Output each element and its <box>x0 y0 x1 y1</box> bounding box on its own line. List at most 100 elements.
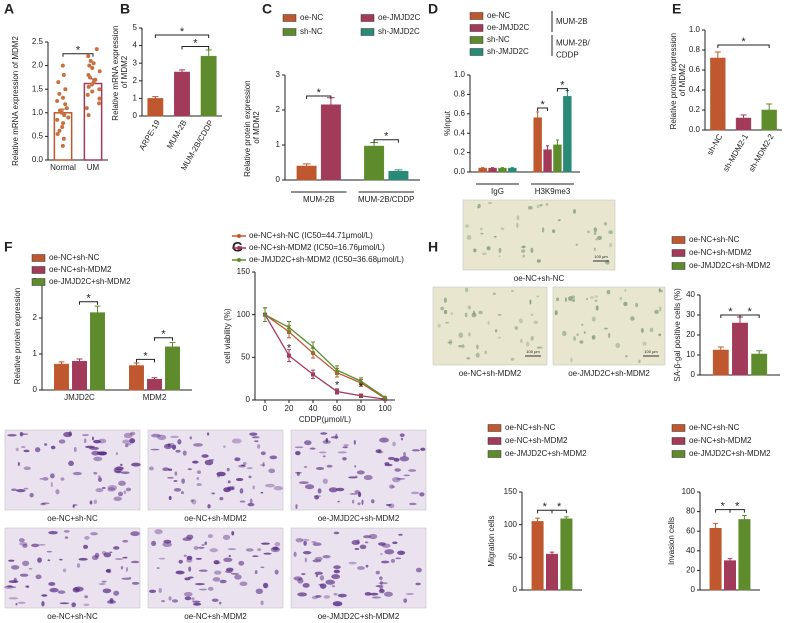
cell <box>223 557 233 562</box>
cell <box>73 446 77 453</box>
data-point <box>86 84 91 89</box>
cell <box>353 440 356 445</box>
cell <box>357 491 362 498</box>
data-point <box>86 73 91 78</box>
cell <box>518 318 523 324</box>
significance-bracket <box>739 314 760 318</box>
cell <box>315 594 322 598</box>
cell <box>302 583 310 588</box>
cell <box>314 495 320 500</box>
cell <box>172 599 179 603</box>
cell <box>101 580 107 583</box>
y-tick-label: 10 <box>686 350 695 359</box>
cell <box>333 531 340 535</box>
significance-label: * <box>384 131 389 143</box>
cell <box>521 245 526 249</box>
panel-label: E <box>672 1 681 17</box>
cell <box>95 487 104 493</box>
cell <box>385 504 392 506</box>
cell <box>192 600 201 603</box>
data-point <box>60 63 65 68</box>
cell <box>398 533 403 536</box>
x-tick-label: MUM-2B <box>165 119 189 151</box>
cell <box>312 542 322 546</box>
y-axis-label: Relative protein expression <box>13 288 22 385</box>
cell <box>48 531 58 535</box>
data-point <box>91 61 96 66</box>
cell <box>468 332 471 337</box>
cell <box>115 466 124 471</box>
cell <box>380 552 383 556</box>
cell <box>93 456 103 462</box>
cell <box>337 451 348 454</box>
cell <box>227 480 231 484</box>
cell <box>257 548 262 551</box>
legend-swatch <box>487 437 502 445</box>
bar <box>563 96 572 173</box>
cell <box>228 554 231 558</box>
cell <box>39 477 43 480</box>
y-tick-label: 0 <box>513 585 518 594</box>
cell <box>322 555 331 559</box>
legend-label: oe-JMJD2C+sh-MDM2 <box>49 277 131 286</box>
significance-bracket <box>181 45 210 50</box>
cell <box>530 247 534 253</box>
cell <box>180 491 184 495</box>
cell <box>296 471 300 477</box>
cell <box>204 459 214 466</box>
cell <box>649 327 654 333</box>
cell <box>363 475 373 481</box>
cell <box>332 601 343 607</box>
marker <box>358 378 364 384</box>
cell <box>391 477 401 483</box>
y-axis-label: Relative protein expression of MDM2 <box>669 31 687 130</box>
x-tick-label: sh-MDM2-2 <box>747 132 776 173</box>
cell <box>186 555 193 561</box>
cell <box>191 499 197 505</box>
cell <box>320 432 328 435</box>
cell <box>562 330 567 337</box>
cell <box>120 463 123 466</box>
cell <box>38 544 46 546</box>
cell <box>254 440 259 443</box>
cell <box>183 592 193 597</box>
cell <box>484 350 487 355</box>
cell <box>635 302 639 308</box>
cell <box>519 338 523 343</box>
significance-label: * <box>721 501 726 513</box>
data-point <box>64 106 69 111</box>
cell <box>529 299 532 305</box>
cell <box>89 446 100 450</box>
marker <box>334 367 340 372</box>
cell <box>375 570 380 575</box>
cell <box>227 548 237 551</box>
cell <box>389 484 395 489</box>
marker <box>310 344 316 349</box>
marker <box>382 394 388 400</box>
cell <box>207 534 213 539</box>
legend-label: oe-NC+sh-MDM2 (IC50=16.76μmol/L) <box>249 243 385 252</box>
data-point <box>66 115 71 120</box>
error-bar <box>302 163 311 166</box>
cell <box>260 491 264 494</box>
cell <box>98 583 106 585</box>
y-axis-label: cell viability (%) <box>223 308 232 363</box>
legend-marker <box>237 258 241 262</box>
cell <box>50 481 53 488</box>
cell <box>260 542 271 545</box>
y-tick-label: 0.6 <box>454 109 466 118</box>
cell <box>118 491 124 497</box>
y-tick-label: 0.0 <box>32 155 44 164</box>
panel-label: H <box>428 239 438 255</box>
cell <box>368 533 378 540</box>
cell <box>295 450 301 456</box>
cell <box>174 471 178 476</box>
significance-bracket <box>62 53 94 57</box>
error-bar <box>714 51 721 58</box>
cell <box>564 297 567 302</box>
cell <box>150 433 161 438</box>
x-tick-label: 80 <box>357 404 366 413</box>
cell <box>348 476 358 479</box>
marker <box>287 353 291 358</box>
cell <box>242 461 247 465</box>
